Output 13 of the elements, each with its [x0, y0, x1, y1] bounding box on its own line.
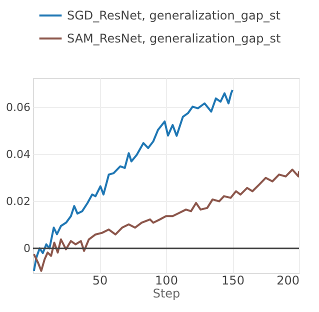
line-series: [33, 168, 299, 272]
y-tick-label: 0.06: [6, 100, 30, 114]
line-series: [33, 88, 234, 272]
x-tick-label: 50: [92, 274, 108, 288]
y-tick-label: 0.04: [6, 148, 30, 161]
legend-label: SGD_ResNet, generalization_gap_st: [67, 8, 281, 22]
legend-label: SAM_ResNet, generalization_gap_st: [67, 32, 281, 46]
x-tick-label: 100: [155, 274, 178, 288]
x-axis-title: Step: [152, 286, 180, 300]
x-tick-label: 200: [276, 274, 300, 288]
x-tick-label: 150: [222, 274, 244, 288]
y-tick-label: 0.02: [6, 194, 30, 208]
y-tick-label: 0: [24, 242, 30, 255]
